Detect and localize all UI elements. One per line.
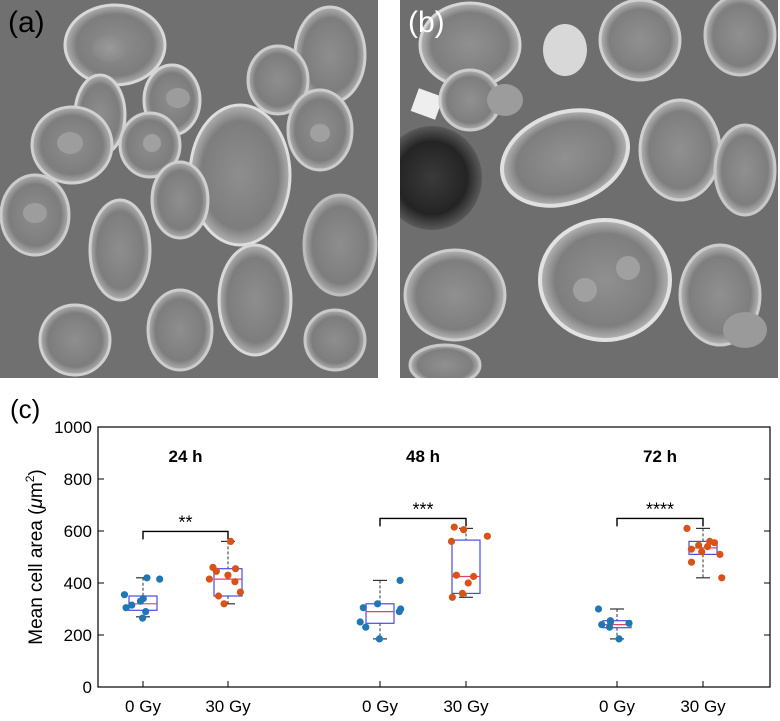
panel-c-label: (c) bbox=[10, 394, 40, 424]
significance-bracket bbox=[142, 530, 229, 540]
data-point bbox=[236, 588, 244, 596]
data-point bbox=[452, 571, 460, 579]
box-plot-chart: (c) 0 200 400 600 800 1000 Mean cell area (μm2… bbox=[10, 394, 771, 716]
significance-bracket bbox=[379, 517, 467, 527]
data-point bbox=[231, 565, 240, 573]
significance-bracket bbox=[616, 517, 704, 527]
x-tick-label: 0 Gy bbox=[362, 697, 398, 716]
data-point bbox=[142, 608, 150, 616]
x-tick-label: 30 Gy bbox=[205, 697, 251, 716]
data-point bbox=[214, 592, 223, 600]
data-point bbox=[205, 575, 213, 583]
data-point bbox=[373, 600, 382, 608]
data-point bbox=[359, 604, 367, 612]
y-tick-label: 1000 bbox=[54, 418, 92, 437]
data-point bbox=[464, 579, 472, 587]
y-tick-label: 600 bbox=[64, 522, 92, 541]
data-point bbox=[683, 524, 691, 532]
data-point bbox=[687, 558, 696, 566]
data-point bbox=[356, 618, 364, 626]
panel-b-label: (b) bbox=[408, 6, 445, 39]
data-point bbox=[362, 623, 370, 631]
data-point bbox=[625, 619, 633, 627]
micrograph-a-image bbox=[0, 0, 378, 378]
data-point bbox=[138, 614, 147, 622]
data-point bbox=[706, 537, 714, 545]
data-point bbox=[122, 604, 130, 612]
micrograph-a: (a) bbox=[0, 0, 378, 378]
significance-stars: ** bbox=[178, 512, 192, 532]
group-title: 72 h bbox=[643, 447, 677, 466]
box-iqr bbox=[365, 603, 395, 624]
group-title: 48 h bbox=[406, 447, 440, 466]
data-point bbox=[687, 545, 695, 553]
data-point bbox=[143, 574, 151, 582]
x-tick-label: 0 Gy bbox=[125, 697, 161, 716]
data-point bbox=[139, 595, 147, 603]
significance-stars: *** bbox=[412, 499, 433, 519]
data-point bbox=[120, 591, 129, 599]
data-point bbox=[594, 605, 603, 613]
micrograph-b: (b) bbox=[400, 0, 778, 378]
y-tick-label: 800 bbox=[64, 470, 92, 489]
data-point bbox=[695, 541, 703, 549]
data-point bbox=[450, 523, 458, 531]
data-point bbox=[448, 593, 456, 601]
y-axis-label: Mean cell area (μm2) bbox=[23, 469, 47, 645]
data-point bbox=[227, 537, 235, 545]
data-point bbox=[396, 576, 404, 584]
data-point bbox=[483, 532, 491, 540]
micrograph-b-image bbox=[400, 0, 778, 378]
x-tick-label: 30 Gy bbox=[443, 697, 489, 716]
data-point bbox=[598, 621, 606, 629]
y-tick-label: 400 bbox=[64, 574, 92, 593]
panel-a-label: (a) bbox=[8, 6, 45, 39]
box-iqr bbox=[213, 568, 243, 597]
data-point bbox=[447, 537, 456, 545]
y-tick-label: 0 bbox=[83, 678, 92, 697]
data-point bbox=[698, 548, 706, 556]
data-point bbox=[375, 635, 384, 643]
data-point bbox=[469, 572, 478, 581]
data-point bbox=[231, 578, 239, 586]
data-point bbox=[209, 563, 217, 571]
significance-stars: **** bbox=[646, 499, 674, 519]
group-title: 24 h bbox=[168, 447, 202, 466]
plot-frame bbox=[97, 426, 771, 688]
data-point bbox=[718, 574, 726, 582]
data-point bbox=[458, 589, 467, 597]
data-point bbox=[606, 617, 615, 625]
data-point bbox=[220, 600, 228, 608]
x-tick-label: 0 Gy bbox=[599, 697, 635, 716]
data-point bbox=[460, 526, 468, 534]
y-tick-label: 200 bbox=[64, 626, 92, 645]
data-point bbox=[397, 605, 405, 613]
data-point bbox=[615, 635, 623, 643]
x-tick-label: 30 Gy bbox=[680, 697, 726, 716]
data-point bbox=[128, 601, 136, 609]
data-point bbox=[156, 575, 164, 583]
data-point bbox=[224, 571, 232, 579]
data-point bbox=[716, 550, 724, 558]
